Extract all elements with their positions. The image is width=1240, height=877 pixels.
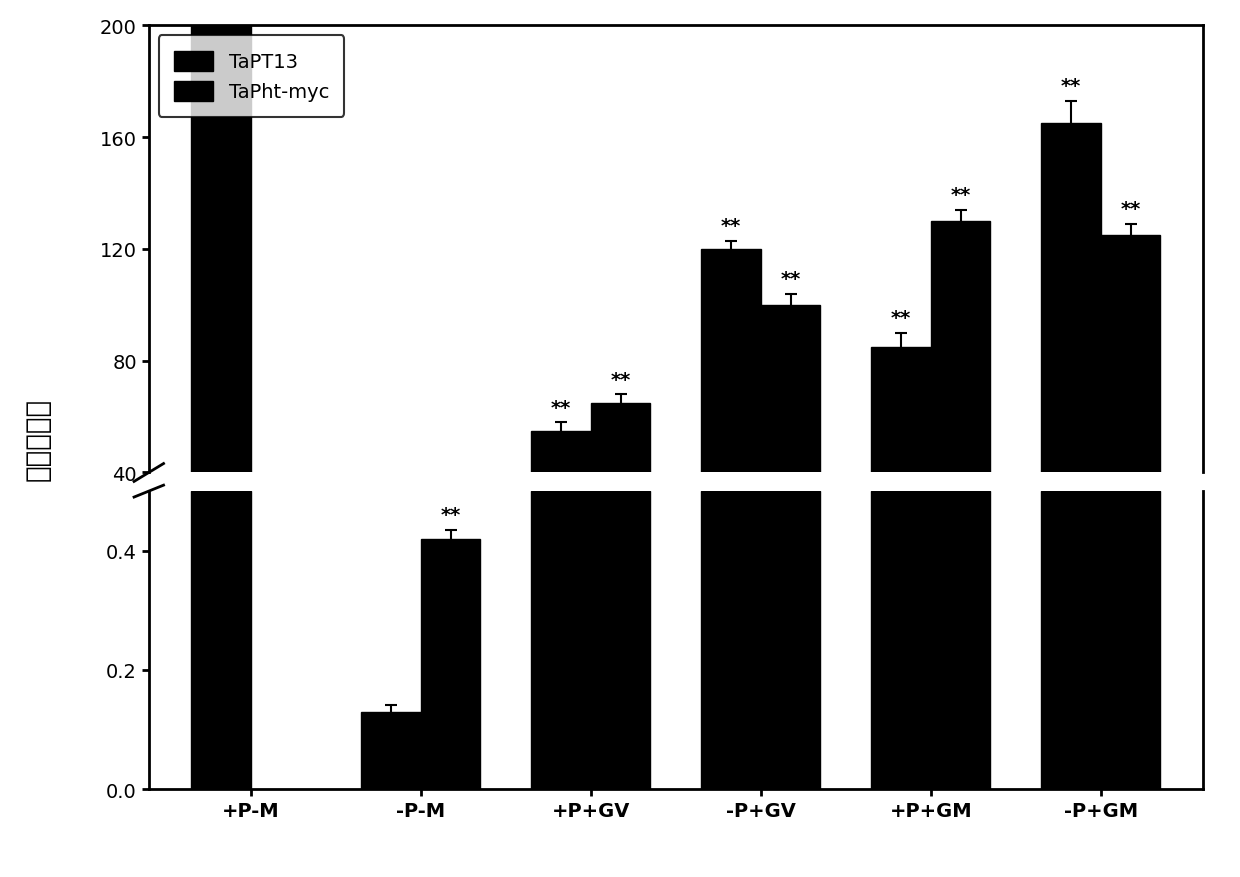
Bar (191, 491, 250, 789)
Bar (361, 712, 420, 789)
Text: **: ** (720, 217, 742, 236)
Text: **: ** (780, 270, 801, 289)
Bar (1042, 491, 1101, 789)
Bar (872, 491, 931, 789)
Text: **: ** (950, 186, 971, 205)
Bar (931, 222, 991, 585)
Bar (590, 491, 650, 789)
Text: **: ** (1121, 200, 1141, 219)
Bar (761, 305, 821, 585)
Bar (191, 0, 250, 585)
Bar (1101, 491, 1161, 789)
Text: **: ** (440, 505, 461, 524)
Bar (931, 491, 991, 789)
Text: **: ** (1061, 77, 1081, 96)
Bar (702, 491, 761, 789)
Bar (531, 491, 590, 789)
Bar (420, 539, 480, 789)
Text: **: ** (610, 370, 631, 389)
Bar (531, 431, 590, 585)
Text: **: ** (890, 309, 911, 328)
Bar (1042, 124, 1101, 585)
Bar (702, 250, 761, 585)
Bar (761, 491, 821, 789)
Bar (590, 403, 650, 585)
Legend: TaPT13, TaPht-myc: TaPT13, TaPht-myc (159, 36, 345, 118)
Bar (1101, 236, 1161, 585)
Text: 相对表达量: 相对表达量 (24, 397, 51, 480)
Bar (872, 347, 931, 585)
Text: **: ** (551, 398, 572, 417)
